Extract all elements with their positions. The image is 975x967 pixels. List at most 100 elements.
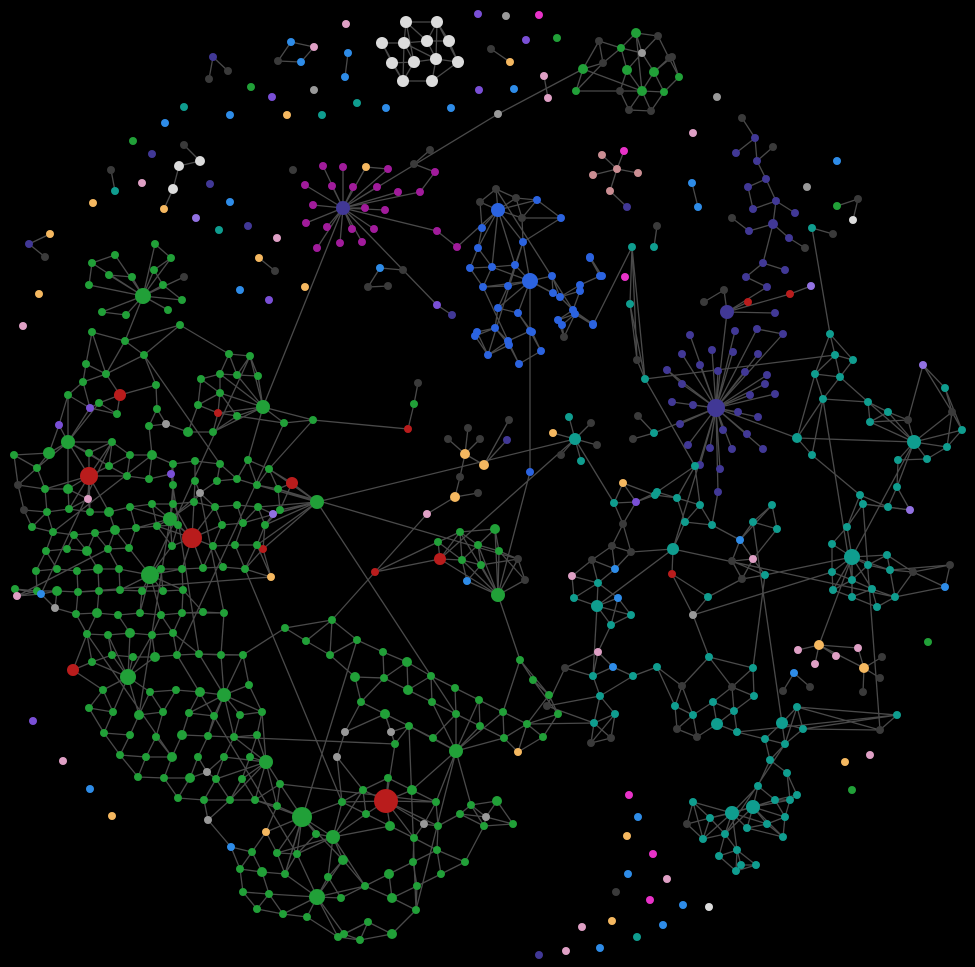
graph-node[interactable] [146,688,154,696]
graph-node[interactable] [142,753,150,761]
graph-node[interactable] [607,734,615,742]
graph-node[interactable] [410,160,418,168]
graph-node[interactable] [598,151,606,159]
graph-node[interactable] [504,282,512,290]
graph-node[interactable] [941,583,949,591]
graph-node[interactable] [204,816,212,824]
graph-node[interactable] [826,330,834,338]
graph-node[interactable] [199,564,207,572]
graph-node[interactable] [711,718,723,730]
graph-node[interactable] [151,240,159,248]
graph-node[interactable] [696,361,704,369]
graph-node[interactable] [191,477,199,485]
graph-node[interactable] [833,202,841,210]
graph-node[interactable] [476,198,484,206]
graph-node[interactable] [731,327,739,335]
graph-node[interactable] [752,861,760,869]
graph-node[interactable] [649,67,659,77]
graph-node[interactable] [807,282,815,290]
graph-node[interactable] [616,87,624,95]
graph-node[interactable] [180,103,188,111]
graph-node[interactable] [116,586,124,594]
graph-node[interactable] [836,373,844,381]
graph-node[interactable] [487,45,495,53]
graph-node[interactable] [239,888,247,896]
graph-node[interactable] [660,88,668,96]
graph-node[interactable] [403,685,413,695]
graph-node[interactable] [491,203,505,217]
graph-node[interactable] [591,600,603,612]
graph-node[interactable] [854,644,862,652]
graph-node[interactable] [168,542,176,550]
graph-node[interactable] [140,351,148,359]
graph-node[interactable] [505,416,513,424]
graph-node[interactable] [373,183,381,191]
graph-node[interactable] [384,869,394,879]
graph-node[interactable] [148,631,156,639]
graph-node[interactable] [480,822,488,830]
graph-node[interactable] [426,75,438,87]
graph-node[interactable] [763,283,771,291]
graph-node[interactable] [121,337,129,345]
graph-node[interactable] [734,408,742,416]
graph-node[interactable] [456,810,464,818]
graph-node[interactable] [88,259,96,267]
graph-node[interactable] [268,93,276,101]
graph-node[interactable] [614,594,622,602]
graph-node[interactable] [413,882,421,890]
graph-node[interactable] [444,435,452,443]
graph-node[interactable] [828,568,836,576]
graph-node[interactable] [276,780,284,788]
graph-node[interactable] [509,820,517,828]
graph-node[interactable] [749,518,757,526]
graph-node[interactable] [173,651,181,659]
graph-node[interactable] [224,67,232,75]
graph-node[interactable] [691,462,699,470]
graph-node[interactable] [409,858,417,866]
graph-node[interactable] [55,421,63,429]
graph-node[interactable] [776,717,788,729]
graph-node[interactable] [135,288,151,304]
graph-node[interactable] [641,375,649,383]
graph-node[interactable] [653,222,661,230]
graph-node[interactable] [694,203,702,211]
graph-node[interactable] [607,621,615,629]
graph-node[interactable] [599,59,607,67]
graph-node[interactable] [191,457,199,465]
graph-node[interactable] [738,114,746,122]
graph-node[interactable] [492,185,500,193]
graph-node[interactable] [196,489,204,497]
graph-node[interactable] [364,918,372,926]
graph-node[interactable] [719,426,727,434]
graph-node[interactable] [700,298,708,306]
graph-node[interactable] [676,420,684,428]
graph-node[interactable] [405,722,413,730]
graph-node[interactable] [521,576,529,584]
graph-node[interactable] [488,263,496,271]
graph-node[interactable] [728,683,736,691]
graph-node[interactable] [309,201,317,209]
graph-node[interactable] [128,273,136,281]
graph-node[interactable] [115,565,123,573]
graph-node[interactable] [274,57,282,65]
graph-node[interactable] [132,524,140,532]
graph-node[interactable] [387,929,397,939]
graph-node[interactable] [116,751,124,759]
graph-node[interactable] [638,49,646,57]
graph-node[interactable] [779,330,787,338]
graph-node[interactable] [297,58,305,66]
graph-node[interactable] [699,835,707,843]
graph-node[interactable] [273,802,281,810]
graph-node[interactable] [633,356,641,364]
graph-node[interactable] [705,903,713,911]
graph-node[interactable] [668,570,676,578]
graph-node[interactable] [866,751,874,759]
graph-node[interactable] [432,798,440,806]
graph-node[interactable] [185,773,195,783]
graph-node[interactable] [387,893,397,903]
graph-node[interactable] [257,867,267,877]
graph-node[interactable] [659,921,667,929]
graph-node[interactable] [593,441,601,449]
graph-node[interactable] [328,616,336,624]
graph-node[interactable] [461,858,469,866]
